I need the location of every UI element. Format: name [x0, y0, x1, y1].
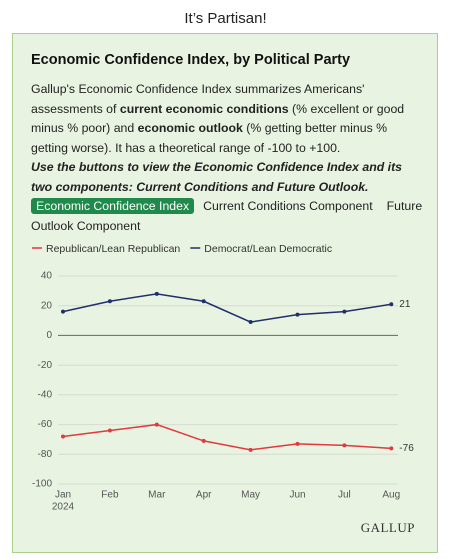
data-point: [154, 291, 159, 296]
description-text: (% getting better minus % getting worse)…: [31, 121, 388, 155]
button[interactable]: Economic Confidence Index: [31, 198, 195, 214]
data-point: [154, 422, 159, 427]
data-point: [248, 320, 253, 325]
data-point: [201, 299, 206, 304]
y-tick-label: -100: [32, 479, 52, 490]
end-label: -76: [399, 443, 414, 454]
data-point: [295, 312, 300, 317]
x-tick-label: Aug: [382, 490, 400, 501]
series-line: [62, 293, 392, 323]
data-point: [342, 443, 347, 448]
heading: It’s Partisan!: [184, 10, 267, 27]
card: Economic Confidence Index, by Political …: [12, 33, 438, 553]
button[interactable]: Current Conditions Component: [203, 199, 373, 213]
y-tick-label: 20: [41, 300, 53, 311]
data-point: [248, 447, 253, 452]
logo: GALLUP: [360, 520, 415, 535]
end-label: 21: [399, 299, 411, 310]
description: Gallup's Economic Confidence Index summa…: [31, 80, 423, 236]
data-point: [107, 428, 112, 433]
y-tick-label: 40: [41, 271, 53, 282]
y-tick-label: -20: [38, 360, 53, 371]
button[interactable]: Future Outlook Component: [31, 199, 423, 233]
x-tick-label: Jun: [289, 490, 305, 501]
data-point: [61, 434, 65, 439]
data-point: [389, 446, 394, 451]
x-year-label: 2024: [52, 502, 75, 513]
y-tick-label: -80: [38, 449, 53, 460]
x-tick-label: Feb: [101, 490, 119, 501]
y-tick-label: -60: [38, 419, 53, 430]
description-bold: current economic conditions: [119, 101, 289, 116]
y-tick-label: -40: [38, 389, 53, 400]
data-point: [389, 302, 394, 307]
card-title: Economic Confidence Index, by Political …: [31, 52, 351, 68]
description-text: Gallup's Economic Confidence Index summa…: [31, 82, 365, 116]
x-tick-label: Apr: [196, 490, 212, 501]
x-tick-label: Jul: [338, 490, 351, 501]
instructions: Use the buttons to view the Economic Con…: [31, 160, 403, 194]
data-point: [295, 441, 300, 446]
data-point: [61, 309, 65, 314]
legend-label: Democrat/Lean Democratic: [204, 243, 332, 255]
y-tick-label: 0: [46, 330, 52, 341]
x-tick-label: Jan: [55, 490, 71, 501]
legend-label: Republican/Lean Republican: [46, 243, 180, 255]
data-point: [201, 438, 206, 443]
description-text: (% excellent or good minus % poor) and: [31, 101, 405, 136]
x-tick-label: May: [241, 490, 260, 501]
description-bold: economic outlook: [137, 121, 243, 135]
series-line: [62, 423, 392, 451]
data-point: [107, 299, 112, 304]
data-point: [342, 309, 347, 314]
x-tick-label: Mar: [148, 490, 166, 501]
